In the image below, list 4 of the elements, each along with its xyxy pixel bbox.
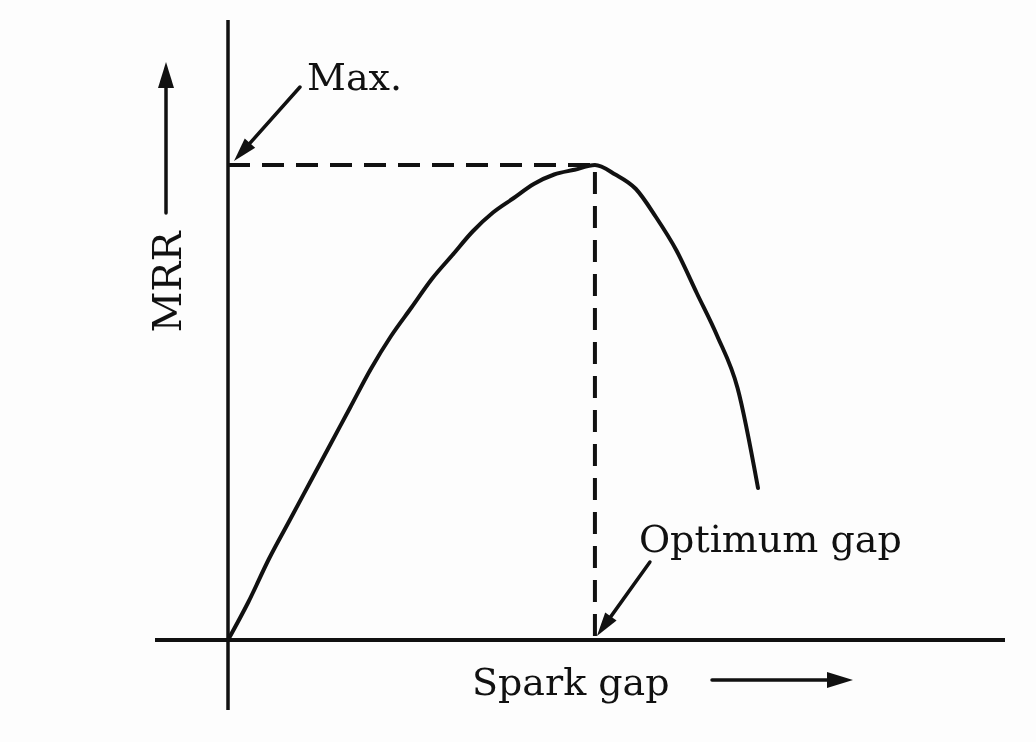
ref-line-label: Max.	[307, 55, 403, 99]
y-axis-title: MRR	[144, 229, 190, 333]
annotation: Optimum gap	[638, 517, 902, 561]
x-axis-title: Spark gap	[472, 660, 670, 704]
